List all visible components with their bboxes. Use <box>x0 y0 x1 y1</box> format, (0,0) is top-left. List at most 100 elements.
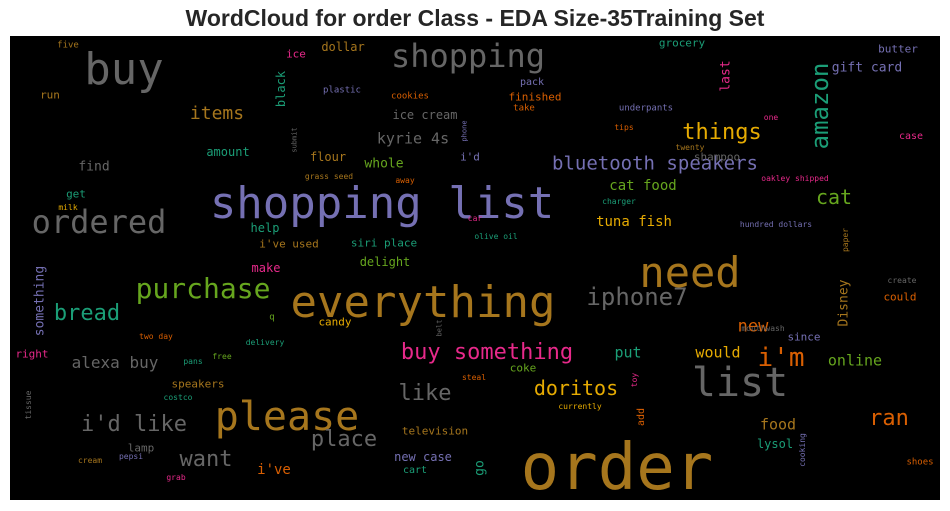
word-oakley-shipped: oakley shipped <box>761 174 829 183</box>
word-new: new <box>737 316 769 337</box>
word-please: please <box>214 394 360 440</box>
word-ice: ice <box>286 47 306 61</box>
word-buy-something: buy something <box>400 340 574 365</box>
word-cloud-canvas: shopping list everything order please need bu… <box>10 36 940 500</box>
word-i-ve-used: i've used <box>259 237 319 251</box>
word-free: free <box>212 352 232 361</box>
word-help: help <box>250 221 280 235</box>
word-car: car <box>467 214 483 223</box>
word-find: find <box>78 159 110 175</box>
word-away: away <box>395 176 415 185</box>
word-plastic: plastic <box>323 85 361 96</box>
word-mouthwash: mouthwash <box>741 324 785 333</box>
word-go: go <box>472 460 488 476</box>
word-create: create <box>887 276 917 285</box>
word-iphone7: iphone7 <box>586 283 688 311</box>
word-amount: amount <box>206 145 250 159</box>
word-five: five <box>57 40 79 51</box>
word-flour: flour <box>309 150 347 164</box>
word-paper: paper <box>841 227 850 253</box>
word-food: food <box>759 415 797 434</box>
word-order: order <box>520 431 714 500</box>
word-new-case: new case <box>394 450 452 464</box>
word-ordered: ordered <box>31 203 167 241</box>
word-last: last <box>718 60 734 92</box>
word-shopping: shopping <box>390 37 546 75</box>
word-cooking: cooking <box>798 433 807 467</box>
word-delivery: delivery <box>245 338 285 347</box>
word-kyrie-4s: kyrie 4s <box>376 129 450 148</box>
word-shopping-list: shopping list <box>209 178 555 229</box>
word-tips: tips <box>614 123 634 132</box>
word-items: items <box>189 103 245 124</box>
word-cream: cream <box>77 456 103 465</box>
word-grocery: grocery <box>658 36 706 50</box>
word-hundred-dollars: hundred dollars <box>739 220 813 229</box>
word-lamp: lamp <box>127 441 155 455</box>
word-make: make <box>251 261 281 275</box>
word-like: like <box>398 381 452 406</box>
word-pack: pack <box>519 77 545 88</box>
word-could: could <box>883 290 917 304</box>
word-speakers: speakers <box>171 377 225 391</box>
word-shampoo: shampoo <box>693 150 741 164</box>
word-cart: cart <box>402 465 428 476</box>
word-tuna-fish: tuna fish <box>596 214 672 230</box>
word-right: right <box>15 347 49 361</box>
word-ice-cream: ice cream <box>392 108 458 122</box>
word-amazon: amazon <box>806 62 834 150</box>
word-add: add <box>636 407 647 427</box>
word-want: want <box>179 447 233 472</box>
word-twenty: twenty <box>675 143 705 152</box>
word-delight: delight <box>359 255 411 269</box>
word-dollar: dollar <box>321 40 365 54</box>
word-whole: whole <box>364 156 404 172</box>
word-everything: everything <box>290 277 556 328</box>
word-cookies: cookies <box>391 91 429 102</box>
word-grab: grab <box>166 473 186 482</box>
word-grass-seed: grass seed <box>304 172 354 181</box>
word-belt: belt <box>435 319 444 337</box>
word-place: place <box>310 427 378 452</box>
word-i-m: i'm <box>757 343 805 373</box>
word-currently: currently <box>558 402 602 411</box>
word-tissue: tissue <box>24 390 33 420</box>
word-i-d-like: i'd like <box>81 412 187 437</box>
word-q: q <box>269 312 275 323</box>
word-i-ve: i've <box>257 462 291 478</box>
word-black: black <box>274 70 288 108</box>
word-run: run <box>40 88 60 102</box>
word-something: something <box>32 265 48 337</box>
word-online: online <box>827 351 883 370</box>
word-list: list <box>691 360 789 406</box>
word-bread: bread <box>53 301 121 326</box>
word-television: television <box>401 424 469 438</box>
word-toy: toy <box>630 372 639 388</box>
word-alexa-buy: alexa buy <box>71 353 159 372</box>
word-purchase: purchase <box>135 272 271 305</box>
word-two-day: two day <box>139 332 173 341</box>
word-get: get <box>66 187 86 201</box>
word-butter: butter <box>878 42 918 56</box>
word-siri-place: siri place <box>350 236 418 250</box>
word-underpants: underpants <box>618 103 674 114</box>
word-shoes: shoes <box>906 457 934 468</box>
word-candy: candy <box>318 315 352 329</box>
word-steal: steal <box>461 373 487 382</box>
word-coke: coke <box>509 361 537 375</box>
word-disney: Disney <box>836 279 852 327</box>
word-put: put <box>614 343 642 362</box>
word-phone: phone <box>460 120 469 142</box>
word-i-d: i'd <box>460 150 480 164</box>
word-need: need <box>639 248 741 297</box>
word-case: case <box>898 131 924 142</box>
word-cat: cat <box>815 185 853 209</box>
word-would: would <box>695 343 741 362</box>
word-charger: charger <box>602 197 636 206</box>
word-pans: pans <box>183 357 203 366</box>
word-take: take <box>513 103 535 114</box>
word-bluetooth-speakers: bluetooth speakers <box>552 152 758 175</box>
word-ran: ran <box>869 406 909 431</box>
word-submit: submit <box>290 127 299 153</box>
word-olive-oil: olive oil <box>474 232 518 241</box>
